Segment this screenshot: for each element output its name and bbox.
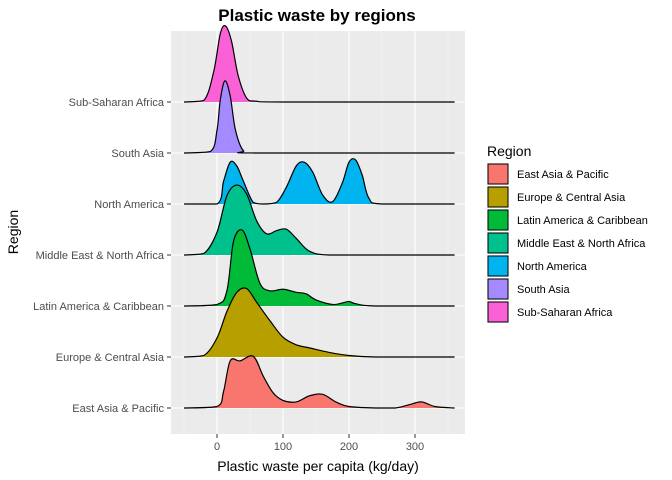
x-axis-title: Plastic waste per capita (kg/day) [217, 458, 419, 474]
legend: East Asia & Pacific Europe & Central Asia… [487, 163, 648, 323]
legend-label: Middle East & North Africa [517, 238, 646, 250]
ridge-outline-sub-saharan-africa [183, 24, 455, 103]
ridge-outline-east-asia-pacific [183, 355, 455, 409]
legend-label: Latin America & Caribbean [517, 215, 648, 227]
ridge-fill-europe-central-asia [184, 287, 455, 357]
legend-label: East Asia & Pacific [517, 169, 609, 181]
legend-swatch [487, 186, 509, 208]
y-tick-labels: East Asia & Pacific Europe & Central Asia… [33, 97, 171, 415]
legend-swatch [487, 163, 509, 185]
legend-label: South Asia [517, 284, 570, 296]
y-tick-label: Latin America & Caribbean [33, 301, 164, 313]
y-tick-label: East Asia & Pacific [72, 403, 164, 415]
ridge-outline-latin-america-caribbean [183, 229, 455, 307]
x-tick-label: 0 [214, 441, 220, 453]
legend-label: Europe & Central Asia [517, 192, 626, 204]
y-tick-label: North America [94, 199, 165, 211]
ridge-fill-north-america [184, 158, 455, 204]
y-tick-label: Sub-Saharan Africa [69, 97, 165, 109]
x-tick-label: 300 [406, 441, 424, 453]
legend-swatch [487, 278, 509, 300]
ridge-outline-north-america [184, 158, 455, 205]
x-tick-labels: 0 100 200 300 [214, 434, 424, 453]
legend-label: North America [517, 261, 588, 273]
ridge-outline-europe-central-asia [183, 287, 455, 358]
legend-label: Sub-Saharan Africa [517, 307, 613, 319]
ridge-fill-east-asia-pacific [184, 355, 455, 408]
ridge-fill-middle-east-north-africa [184, 185, 455, 255]
chart-title: Plastic waste by regions [218, 6, 415, 25]
ridge-fill-sub-saharan-africa [184, 25, 455, 103]
ridge-outline-south-asia [183, 80, 455, 154]
legend-swatch [487, 232, 509, 254]
y-tick-label: Europe & Central Asia [56, 352, 165, 364]
y-axis-title: Region [5, 210, 21, 254]
ridge-fill-latin-america-caribbean [184, 229, 455, 306]
ridges [183, 24, 455, 409]
y-tick-label: Middle East & North Africa [36, 250, 165, 262]
legend-swatch [487, 209, 509, 231]
legend-title: Region [487, 143, 531, 159]
y-tick-label: South Asia [111, 148, 164, 160]
x-tick-label: 100 [274, 441, 292, 453]
legend-swatch [487, 255, 509, 277]
x-tick-label: 200 [340, 441, 358, 453]
legend-swatch [487, 301, 509, 323]
ridge-outline-middle-east-north-africa [183, 184, 455, 256]
